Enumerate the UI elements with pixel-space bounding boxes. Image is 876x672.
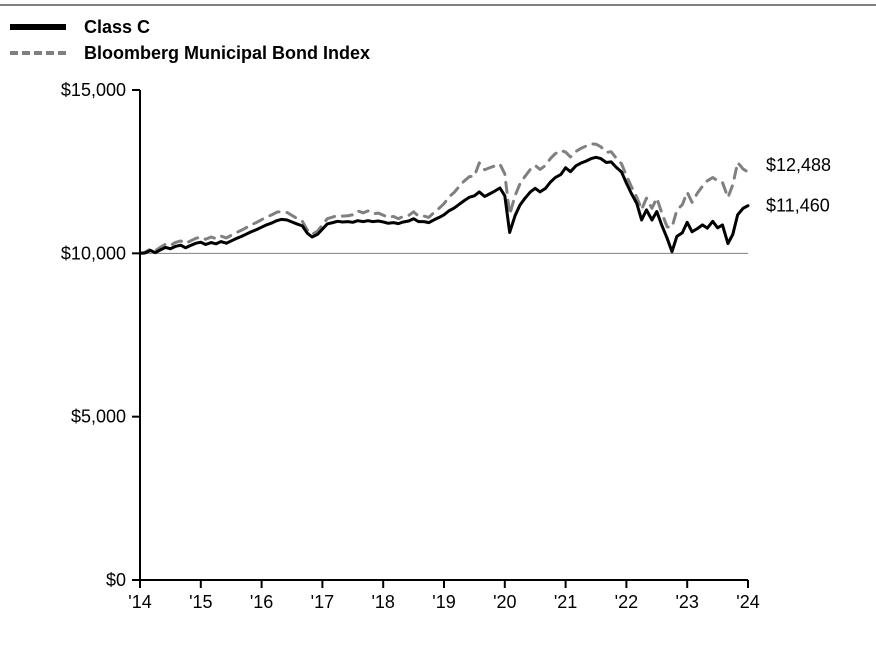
svg-text:$12,488: $12,488 bbox=[766, 155, 831, 175]
svg-text:'24: '24 bbox=[736, 592, 759, 612]
svg-text:$10,000: $10,000 bbox=[61, 243, 126, 263]
chart-area: $0 $5,000 $10,000 $15,000 '14 '15 '16 '17 '18 '19… bbox=[0, 76, 876, 636]
legend: Class C Bloomberg Municipal Bond Index bbox=[10, 14, 370, 66]
legend-label-series1: Class C bbox=[84, 17, 150, 38]
svg-text:'14: '14 bbox=[128, 592, 151, 612]
svg-text:$0: $0 bbox=[106, 570, 126, 590]
svg-text:'17: '17 bbox=[311, 592, 334, 612]
legend-row-series2: Bloomberg Municipal Bond Index bbox=[10, 40, 370, 66]
legend-swatch-solid bbox=[10, 24, 70, 30]
svg-text:'21: '21 bbox=[554, 592, 577, 612]
svg-text:'15: '15 bbox=[189, 592, 212, 612]
svg-text:$15,000: $15,000 bbox=[61, 80, 126, 100]
top-rule bbox=[0, 4, 876, 6]
svg-text:'20: '20 bbox=[493, 592, 516, 612]
chart-svg: $0 $5,000 $10,000 $15,000 '14 '15 '16 '17 '18 '19… bbox=[0, 76, 876, 636]
svg-text:'19: '19 bbox=[432, 592, 455, 612]
svg-text:$11,460: $11,460 bbox=[766, 196, 830, 216]
svg-text:'18: '18 bbox=[371, 592, 394, 612]
legend-swatch-dash bbox=[10, 51, 70, 55]
legend-row-series1: Class C bbox=[10, 14, 370, 40]
svg-text:'22: '22 bbox=[615, 592, 638, 612]
svg-text:'16: '16 bbox=[250, 592, 273, 612]
svg-text:$5,000: $5,000 bbox=[71, 407, 126, 427]
svg-text:'23: '23 bbox=[675, 592, 698, 612]
legend-label-series2: Bloomberg Municipal Bond Index bbox=[84, 43, 370, 64]
chart-container: Class C Bloomberg Municipal Bond Index $… bbox=[0, 0, 876, 672]
